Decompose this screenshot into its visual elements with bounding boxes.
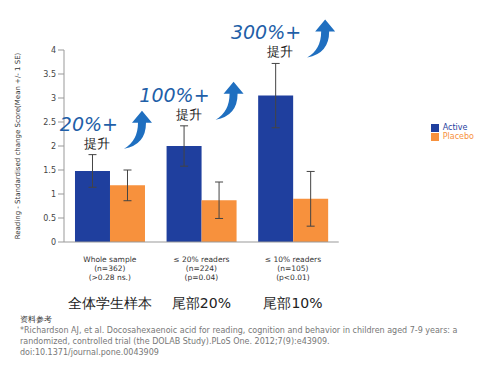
svg-text:提升: 提升 [84,136,110,151]
svg-text:1: 1 [51,190,56,199]
svg-text:提升: 提升 [176,107,202,122]
svg-text:2.5: 2.5 [43,118,56,127]
svg-text:(p=0.04): (p=0.04) [185,273,219,282]
svg-text:2: 2 [51,142,56,151]
svg-text:(>0.28 ns.): (>0.28 ns.) [89,273,131,282]
svg-text:(n=105): (n=105) [277,264,308,273]
svg-text:0.5: 0.5 [43,214,56,223]
svg-text:20%+: 20%+ [60,113,118,135]
svg-text:0: 0 [51,238,56,247]
svg-text:(n=362): (n=362) [94,264,125,273]
svg-text:尾部10%: 尾部10% [263,295,322,311]
html-text:资料参考: 资料参考 [20,315,52,324]
svg-text:Whole sample: Whole sample [83,255,136,264]
svg-text:全体学生样本: 全体学生样本 [68,295,152,311]
svg-text:3: 3 [51,94,56,103]
html-text:Placebo: Placebo [442,132,474,141]
svg-text:300%+: 300%+ [231,21,301,43]
svg-text:尾部20%: 尾部20% [172,295,231,311]
svg-text:提升: 提升 [267,44,293,59]
svg-text:(n=224): (n=224) [186,264,217,273]
svg-text:1.5: 1.5 [43,166,56,175]
html-text:*Richardson AJ, et al. Docosah: *Richardson AJ, et al. Docosahexaenoic a… [20,326,458,357]
svg-text:4: 4 [51,46,56,55]
svg-text:Reading - Standardised change: Reading - Standardised change Score(Mean… [14,52,22,239]
svg-text:100%+: 100%+ [139,84,209,106]
svg-text:(p<0.01): (p<0.01) [276,273,310,282]
svg-text:3.5: 3.5 [43,70,56,79]
svg-text:≤ 10% readers: ≤ 10% readers [265,255,321,264]
svg-text:≤ 20% readers: ≤ 20% readers [173,255,229,264]
html-text:Active: Active [442,123,468,132]
